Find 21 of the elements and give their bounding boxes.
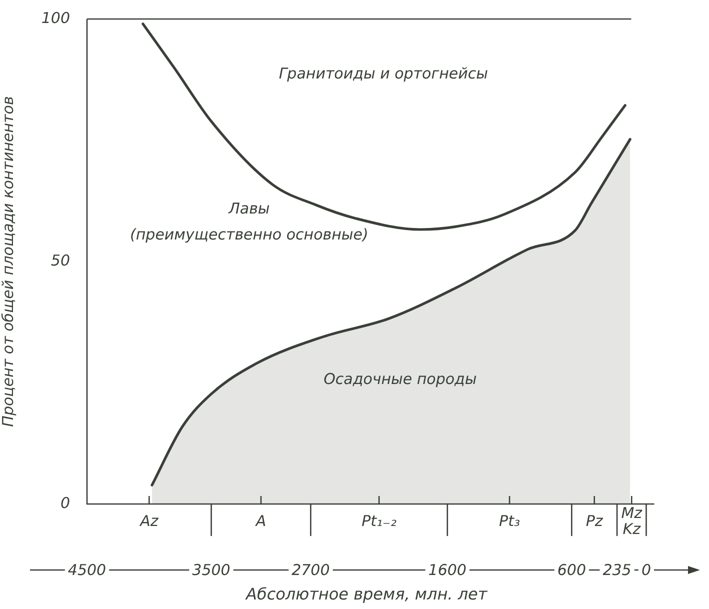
text: Pt₃: [499, 512, 520, 530]
x-tick-label: 235: [602, 560, 632, 579]
x-axis-title: Абсолютное время, млн. лет: [245, 584, 488, 604]
y-axis-title: Процент от общей площади континентов: [0, 96, 17, 427]
y-tick-label: 0: [60, 494, 70, 512]
annotation: Лавы (преимущественно основные): [130, 200, 368, 244]
text: A: [254, 512, 266, 530]
text: Az: [139, 512, 160, 530]
annotation: Осадочные породы: [324, 370, 477, 388]
y-tick-label: 100: [41, 8, 70, 27]
x-tick-label: 2700: [292, 560, 330, 579]
x-tick-label: 0: [641, 560, 651, 579]
annotation: Гранитоиды и ортогнейсы: [278, 64, 488, 83]
text: Pz: [586, 512, 604, 530]
x-tick-label: 600: [557, 560, 586, 579]
x-tick-label: 1600: [428, 560, 466, 579]
annotation: Mz Kz: [621, 504, 644, 538]
y-tick-label: 50: [50, 251, 70, 270]
x-tick-label: 4500: [68, 560, 106, 579]
text: Pt₁₋₂: [362, 512, 396, 530]
x-tick-label: 3500: [192, 560, 230, 579]
